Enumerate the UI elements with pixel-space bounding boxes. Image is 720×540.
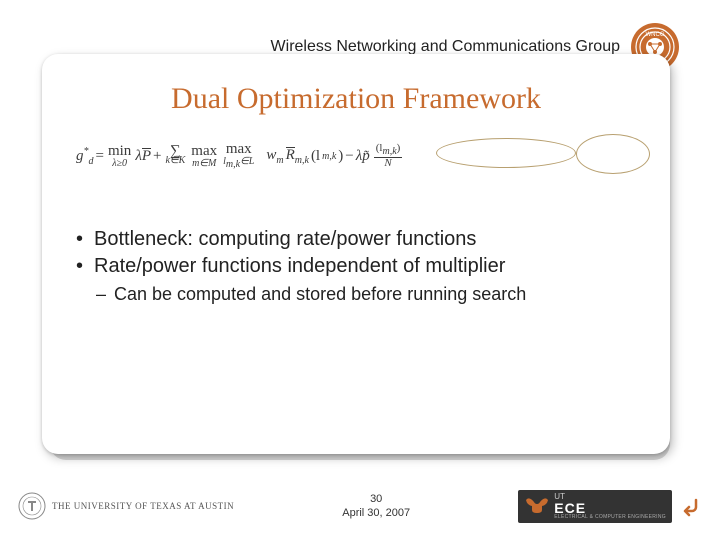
highlight-oval-1 — [436, 138, 576, 168]
eq-equals: = — [96, 148, 104, 165]
slide: Wireless Networking and Communications G… — [0, 0, 720, 540]
eq-lhs-var: g — [76, 148, 84, 164]
eq-frac: (lm,k) N — [374, 143, 403, 169]
eq-R: Rm,k — [286, 147, 309, 166]
eq-ptilde: p̃ — [362, 148, 370, 164]
eq-max1: maxm∈M — [191, 144, 217, 169]
bullet-item: Bottleneck: computing rate/power functio… — [76, 228, 644, 251]
ut-ece-logo: UT ECE ELECTRICAL & COMPUTER ENGINEERING — [518, 490, 672, 523]
ece-sub: ELECTRICAL & COMPUTER ENGINEERING — [554, 515, 666, 520]
highlight-oval-2 — [576, 134, 650, 174]
eq-paren1: (l — [311, 148, 320, 165]
eq-plus: + — [153, 148, 161, 165]
eq-max2: maxlm,k∈L — [223, 142, 254, 170]
sub-bullet-list: Can be computed and stored before runnin… — [68, 284, 644, 305]
equation: g*d = minλ≥0 λP + ∑k∈K maxm∈M maxlm,k∈L … — [76, 142, 404, 170]
bullet-list: Bottleneck: computing rate/power functio… — [68, 228, 644, 278]
footer: THE UNIVERSITY OF TEXAS AT AUSTIN 30 Apr… — [0, 482, 720, 530]
right-logos: UT ECE ELECTRICAL & COMPUTER ENGINEERING — [518, 490, 702, 523]
ece-label: ECE — [554, 501, 666, 515]
ut-seal-icon — [18, 492, 46, 520]
sub-bullet-item: Can be computed and stored before runnin… — [96, 284, 644, 305]
bullet-item: Rate/power functions independent of mult… — [76, 255, 644, 278]
content-card: Dual Optimization Framework g*d = minλ≥0… — [42, 54, 670, 454]
longhorn-icon — [524, 496, 550, 516]
page-info: 30 April 30, 2007 — [342, 492, 410, 521]
page-number: 30 — [342, 492, 410, 506]
eq-lhs-sub: d — [89, 156, 94, 167]
ut-austin-text: THE UNIVERSITY OF TEXAS AT AUSTIN — [52, 501, 234, 511]
eq-term1: λP — [135, 148, 151, 165]
slide-title: Dual Optimization Framework — [68, 82, 644, 116]
return-icon[interactable] — [680, 495, 702, 517]
equation-area: g*d = minλ≥0 λP + ∑k∈K maxm∈M maxlm,k∈L … — [68, 134, 644, 204]
eq-wm: wm — [266, 147, 283, 166]
eq-min: minλ≥0 — [108, 144, 131, 169]
eq-minus: − — [345, 148, 353, 165]
eq-sum: ∑k∈K — [165, 147, 185, 166]
page-date: April 30, 2007 — [342, 506, 410, 520]
svg-text:WNCG: WNCG — [646, 32, 665, 38]
ut-austin-logo: THE UNIVERSITY OF TEXAS AT AUSTIN — [18, 492, 234, 520]
